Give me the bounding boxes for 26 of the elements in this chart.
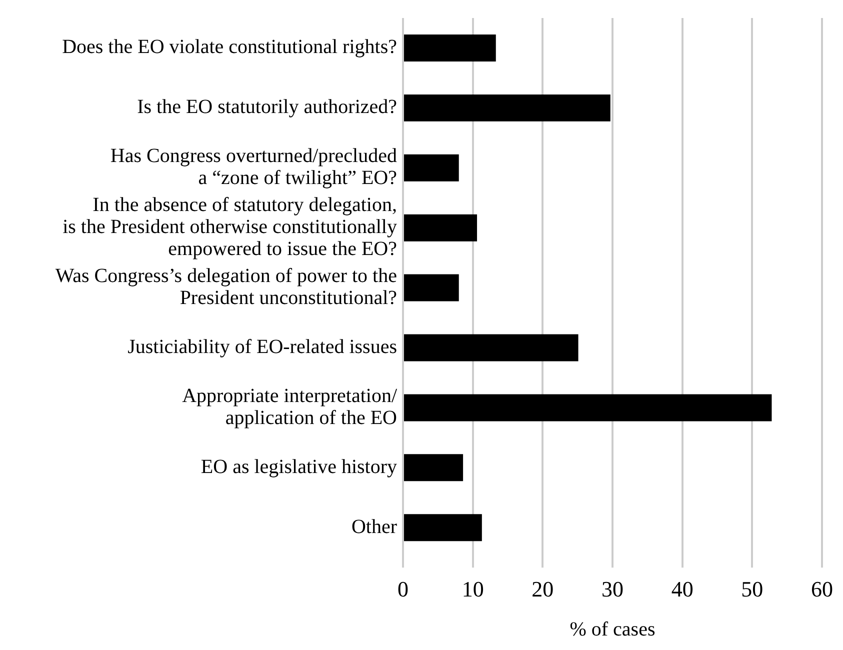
bar — [404, 154, 459, 182]
x-tick-label: 60 — [811, 576, 833, 602]
bar — [404, 94, 610, 122]
x-tick-label: 40 — [671, 576, 694, 602]
y-tick-label: Does the EO violate constitutional rights? — [62, 36, 398, 58]
y-tick-label: Is the EO statutorily authorized? — [137, 96, 398, 118]
bar — [404, 214, 478, 242]
y-tick-label: Justiciability of EO-related issues — [128, 336, 398, 358]
y-tick-label: Was Congress’s delegation of power to the President unconstitutional? — [55, 265, 398, 310]
x-tick-label: 10 — [462, 576, 484, 602]
y-tick-label: EO as legislative history — [200, 456, 397, 478]
y-tick-label: Other — [351, 516, 398, 538]
x-tick-label: 20 — [532, 576, 554, 602]
x-tick-label: 0 — [398, 576, 408, 602]
bar — [404, 454, 464, 482]
x-axis-title: % of cases — [570, 618, 656, 640]
bar — [404, 514, 482, 542]
x-tick-label: 50 — [741, 576, 764, 602]
bar — [404, 274, 459, 302]
bar — [404, 34, 496, 62]
y-tick-label: In the absence of statutory delegation, is the President otherwise constitutionally empowered to issue the EO? — [62, 194, 398, 260]
y-tick-label: Has Congress overturned/precluded a “zone of twilight” EO? — [110, 145, 398, 190]
bar — [404, 394, 772, 422]
bar — [404, 334, 578, 362]
x-tick-label: 30 — [602, 576, 624, 602]
y-tick-label: Appropriate interpretation/ application of the EO — [182, 384, 398, 429]
